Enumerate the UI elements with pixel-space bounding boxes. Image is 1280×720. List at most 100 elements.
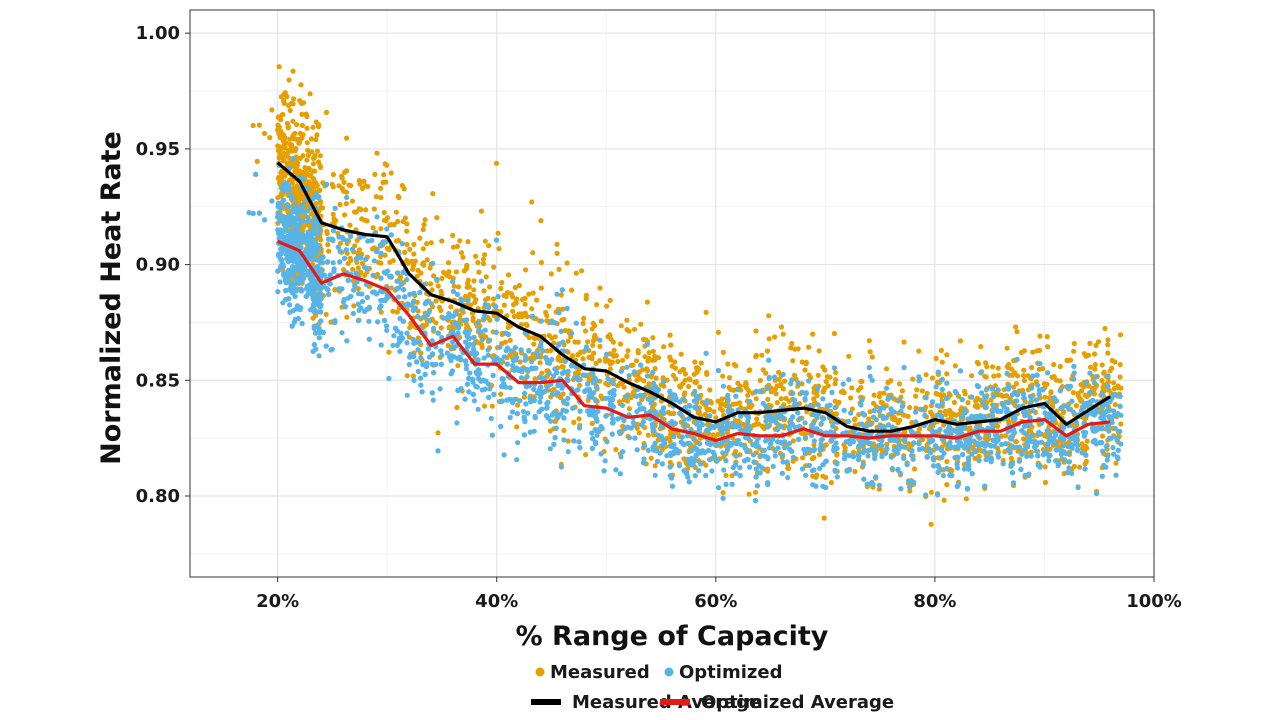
scatter-point [840, 381, 846, 387]
scatter-point [1106, 428, 1112, 434]
scatter-point [554, 241, 560, 247]
scatter-point [520, 408, 527, 415]
scatter-point [551, 386, 557, 392]
scatter-point [1118, 421, 1124, 427]
scatter-point [280, 197, 286, 203]
scatter-point [560, 398, 567, 404]
scatter-point [1073, 420, 1079, 426]
scatter-point [1117, 374, 1123, 380]
scatter-point [433, 298, 439, 304]
scatter-point [281, 134, 287, 140]
scatter-point [852, 417, 858, 423]
scatter-point [1084, 393, 1090, 400]
scatter-point [310, 196, 316, 202]
scatter-point [275, 127, 281, 133]
scatter-point [576, 416, 582, 422]
scatter-point [559, 364, 565, 370]
scatter-point [407, 246, 413, 252]
scatter-point [776, 376, 782, 382]
scatter-point [649, 421, 656, 427]
scatter-point [678, 351, 684, 357]
scatter-point [430, 397, 436, 403]
scatter-point [493, 303, 499, 310]
scatter-point [946, 408, 952, 414]
scatter-point [692, 388, 698, 394]
scatter-point [381, 217, 387, 223]
scatter-point [281, 150, 287, 156]
scatter-point [510, 362, 516, 369]
scatter-point [381, 317, 388, 324]
scatter-point [458, 250, 465, 256]
scatter-point [940, 472, 947, 479]
scatter-point [580, 320, 586, 326]
scatter-point [526, 335, 533, 341]
scatter-point [473, 253, 479, 259]
scatter-point [501, 302, 507, 308]
scatter-point [742, 382, 748, 388]
scatter-point [343, 201, 349, 207]
scatter-point [450, 339, 456, 345]
scatter-point [350, 266, 356, 272]
scatter-point [1073, 403, 1079, 409]
scatter-point [723, 481, 729, 487]
scatter-point [277, 134, 283, 140]
scatter-point [950, 411, 957, 417]
scatter-point [1110, 444, 1116, 451]
scatter-point [687, 377, 693, 383]
scatter-point [859, 378, 865, 385]
scatter-point [552, 418, 558, 425]
scatter-point [414, 273, 420, 279]
scatter-point [426, 354, 433, 360]
scatter-point [308, 172, 314, 178]
scatter-point [735, 437, 742, 443]
scatter-point [624, 317, 630, 323]
scatter-point [815, 372, 821, 378]
scatter-point [938, 392, 944, 398]
scatter-point [444, 350, 450, 356]
scatter-point [797, 415, 803, 421]
scatter-point [427, 318, 433, 324]
scatter-point [311, 220, 317, 226]
scatter-point [370, 225, 376, 231]
scatter-point [482, 301, 488, 308]
scatter-point [944, 371, 950, 377]
scatter-point [294, 122, 300, 128]
scatter-point [969, 451, 975, 457]
scatter-point [471, 341, 477, 347]
scatter-point [538, 394, 544, 400]
scatter-point [924, 390, 930, 396]
scatter-point [652, 353, 658, 359]
scatter-point [1042, 394, 1048, 400]
scatter-point [556, 266, 562, 272]
scatter-point [996, 372, 1002, 378]
scatter-point [546, 303, 552, 309]
scatter-point [529, 306, 535, 312]
scatter-point [332, 287, 338, 293]
scatter-point [848, 395, 854, 401]
scatter-point [754, 416, 760, 422]
scatter-point [638, 321, 644, 327]
scatter-point [695, 365, 701, 371]
scatter-point [1077, 464, 1083, 470]
scatter-point [286, 147, 292, 154]
scatter-point [293, 189, 299, 195]
scatter-point [404, 330, 410, 336]
scatter-point [331, 216, 337, 222]
scatter-point [430, 191, 436, 197]
scatter-point [565, 338, 571, 344]
scatter-point [1056, 461, 1062, 467]
scatter-point [363, 207, 369, 213]
scatter-point [551, 373, 557, 379]
scatter-point [979, 390, 985, 396]
scatter-point [597, 337, 603, 343]
scatter-point [933, 384, 939, 390]
scatter-point [531, 341, 537, 347]
scatter-point [725, 408, 731, 414]
scatter-point [359, 291, 365, 297]
scatter-point [292, 130, 298, 136]
scatter-point [373, 194, 379, 200]
scatter-point [293, 202, 299, 208]
scatter-point [498, 285, 504, 292]
scatter-point [489, 403, 495, 409]
scatter-point [650, 348, 657, 354]
